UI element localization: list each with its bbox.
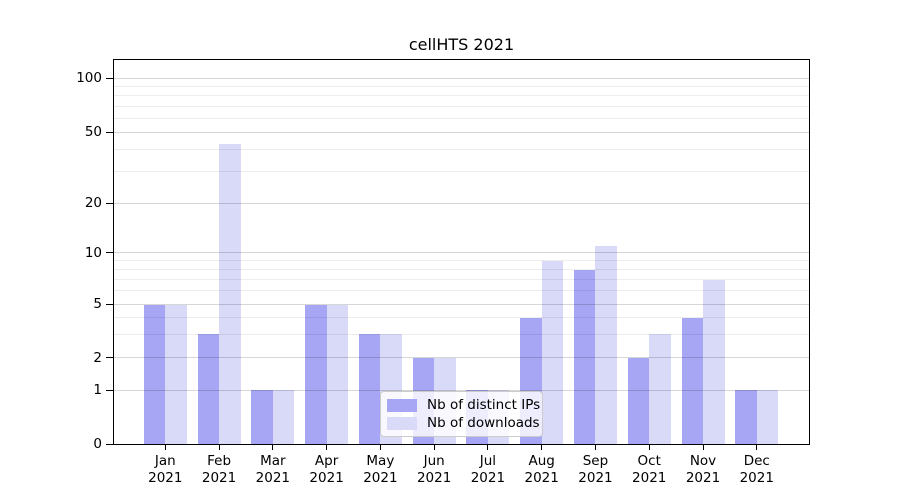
x-tick-year: 2021 — [148, 470, 183, 486]
y-tick-label: 50 — [84, 124, 102, 141]
x-tick-mark — [594, 445, 596, 450]
legend-swatch-distinct-ips — [387, 398, 417, 412]
bar-distinct-ips-dec — [735, 390, 757, 444]
x-tick-year: 2021 — [470, 470, 506, 486]
bar-downloads-jan — [165, 304, 187, 444]
x-tick-year: 2021 — [201, 470, 237, 486]
x-tick-mark — [702, 445, 704, 450]
x-tick-year: 2021 — [363, 470, 398, 486]
bar-distinct-ips-may — [358, 334, 381, 444]
x-tick-mark — [433, 445, 435, 450]
x-tick-mark — [218, 445, 220, 450]
y-tick-mark — [106, 357, 113, 359]
bar-downloads-aug — [541, 260, 564, 444]
x-tick-year: 2021 — [685, 470, 721, 486]
legend-row-distinct-ips: Nb of distinct IPs — [387, 397, 540, 413]
legend-row-downloads: Nb of downloads — [387, 415, 540, 431]
chart-title: cellHTS 2021 — [408, 35, 515, 54]
bar-distinct-ips-feb — [197, 334, 220, 444]
x-tick-year: 2021 — [416, 470, 452, 486]
legend-label-downloads: Nb of downloads — [427, 415, 540, 431]
y-tick-mark — [106, 77, 113, 79]
y-tick-label: 2 — [93, 349, 102, 366]
x-tick-year: 2021 — [578, 470, 613, 486]
x-tick-month: Nov — [689, 453, 717, 469]
y-tick-mark — [106, 252, 113, 254]
x-tick-year: 2021 — [255, 470, 290, 486]
x-tick-month: Feb — [207, 453, 232, 469]
bar-distinct-ips-apr — [305, 304, 327, 444]
y-tick-label: 100 — [76, 70, 102, 87]
x-tick-month: Apr — [314, 453, 339, 469]
y-tick-label: 10 — [84, 244, 102, 261]
x-tick-month: Dec — [743, 453, 770, 469]
x-tick-month: Oct — [637, 453, 661, 469]
x-tick-label-oct: Oct 2021 — [617, 453, 681, 487]
x-tick-year: 2021 — [632, 470, 667, 486]
x-tick-label-nov: Nov 2021 — [671, 453, 735, 487]
x-tick-month: Jan — [154, 453, 176, 469]
x-tick-label-mar: Mar 2021 — [241, 453, 305, 487]
x-tick-label-apr: Apr 2021 — [295, 453, 359, 487]
y-tick-label: 5 — [93, 296, 102, 313]
bar-downloads-feb — [219, 144, 241, 444]
x-tick-label-sep: Sep 2021 — [563, 453, 627, 487]
y-tick-mark — [106, 443, 113, 445]
x-tick-year: 2021 — [739, 470, 774, 486]
x-tick-mark — [487, 445, 489, 450]
y-tick-mark — [106, 303, 113, 305]
bar-distinct-ips-nov — [681, 317, 703, 444]
legend: Nb of distinct IPs Nb of downloads — [380, 391, 543, 437]
bar-downloads-nov — [703, 279, 725, 444]
x-tick-label-jul: Jul 2021 — [456, 453, 520, 487]
x-tick-mark — [541, 445, 543, 450]
bar-distinct-ips-mar — [251, 390, 273, 444]
bar-downloads-apr — [326, 304, 349, 444]
x-tick-month: Aug — [528, 453, 555, 469]
x-tick-month: Sep — [582, 453, 609, 469]
x-tick-label-jun: Jun 2021 — [402, 453, 466, 487]
x-tick-label-may: May 2021 — [348, 453, 412, 487]
y-tick-label: 1 — [93, 382, 102, 398]
x-tick-month: Mar — [260, 453, 286, 469]
bar-downloads-dec — [756, 390, 779, 444]
plot-area: Nb of distinct IPs Nb of downloads — [113, 59, 810, 445]
x-tick-year: 2021 — [309, 470, 344, 486]
x-tick-mark — [326, 445, 328, 450]
x-tick-month: Jun — [423, 453, 445, 469]
bar-distinct-ips-sep — [573, 269, 596, 444]
bar-distinct-ips-oct — [627, 357, 650, 444]
bar-distinct-ips-jan — [143, 304, 166, 444]
x-tick-label-feb: Feb 2021 — [187, 453, 251, 487]
y-tick-label: 0 — [93, 436, 102, 452]
x-tick-month: May — [366, 453, 395, 469]
bar-downloads-sep — [595, 246, 617, 444]
bars-layer — [114, 60, 809, 444]
y-tick-mark — [106, 389, 113, 391]
y-tick-label: 20 — [84, 195, 102, 211]
x-tick-mark — [379, 445, 381, 450]
x-tick-mark — [164, 445, 166, 450]
legend-swatch-downloads — [387, 416, 417, 430]
bar-downloads-mar — [272, 390, 295, 444]
x-tick-mark — [648, 445, 650, 450]
y-tick-mark — [106, 202, 113, 204]
x-tick-month: Jul — [479, 453, 497, 469]
bar-downloads-oct — [649, 334, 671, 444]
x-tick-mark — [272, 445, 274, 450]
x-tick-label-jan: Jan 2021 — [133, 453, 197, 487]
legend-label-distinct-ips: Nb of distinct IPs — [427, 397, 541, 413]
x-tick-label-aug: Aug 2021 — [510, 453, 574, 487]
x-tick-year: 2021 — [524, 470, 559, 486]
x-tick-label-dec: Dec 2021 — [725, 453, 789, 487]
x-tick-mark — [756, 445, 758, 450]
y-tick-mark — [106, 131, 113, 133]
